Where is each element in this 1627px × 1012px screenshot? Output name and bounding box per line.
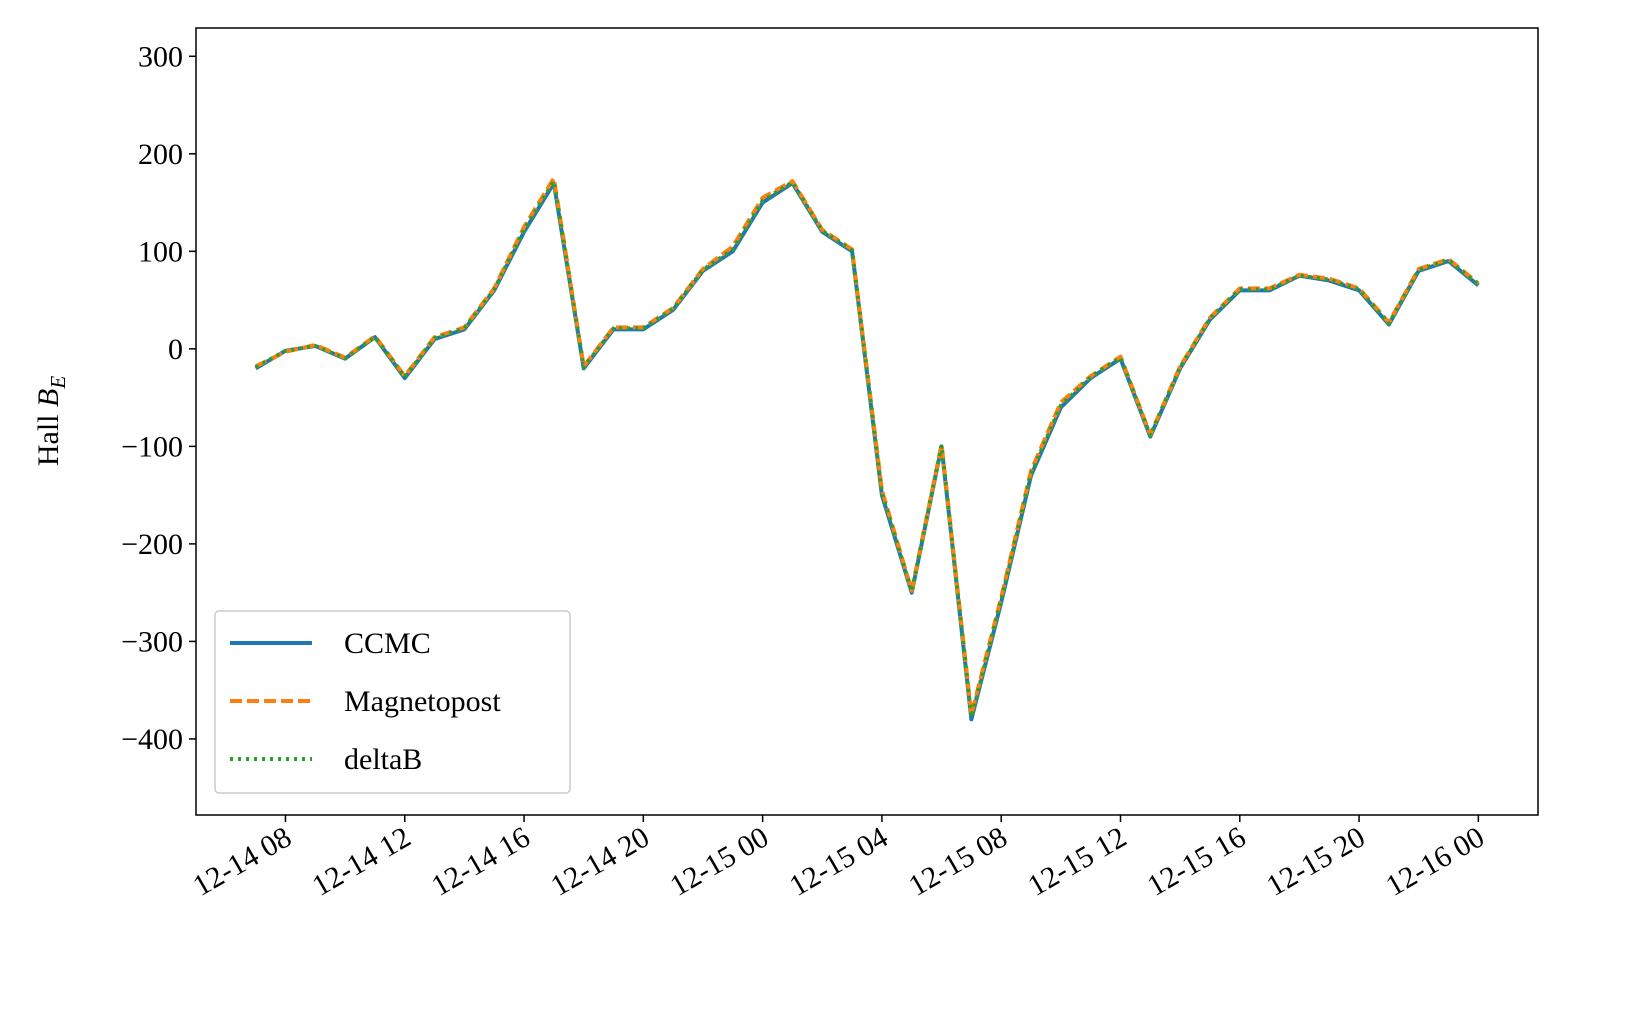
series-line <box>254 179 1480 720</box>
x-tick-label: 12-14 12 <box>307 820 417 902</box>
x-tick-label: 12-15 00 <box>665 820 775 902</box>
y-tick-label: −300 <box>121 625 183 658</box>
y-tick-label: 300 <box>138 40 183 73</box>
y-label-subscript: E <box>46 376 70 390</box>
plot-frame <box>195 27 1539 816</box>
legend-label: deltaB <box>344 743 422 776</box>
y-tick-label: −100 <box>121 430 183 463</box>
legend-box <box>214 610 571 794</box>
y-tick-label: 200 <box>138 138 183 171</box>
x-tick-label: 12-16 00 <box>1380 820 1490 902</box>
x-tick-label: 12-15 12 <box>1022 820 1132 902</box>
x-tick-label: 12-14 20 <box>545 820 655 902</box>
y-axis-label: Hall BE <box>32 376 70 466</box>
x-tick-label: 12-15 16 <box>1142 820 1252 902</box>
y-tick-label: 100 <box>138 235 183 268</box>
x-tick-label: 12-14 16 <box>426 820 536 902</box>
x-tick-label: 12-14 08 <box>187 820 297 902</box>
x-tick-label: 12-15 08 <box>903 820 1013 902</box>
y-label-symbol: B <box>32 389 65 407</box>
y-label-text: Hall <box>32 415 65 467</box>
legend-label: Magnetopost <box>344 685 501 718</box>
x-tick-label: 12-15 04 <box>784 820 894 902</box>
x-tick-label: 12-15 20 <box>1261 820 1371 902</box>
y-tick-label: −400 <box>121 723 183 756</box>
legend-label: CCMC <box>344 627 431 660</box>
y-tick-label: 0 <box>168 333 183 366</box>
y-tick-label: −200 <box>121 528 183 561</box>
